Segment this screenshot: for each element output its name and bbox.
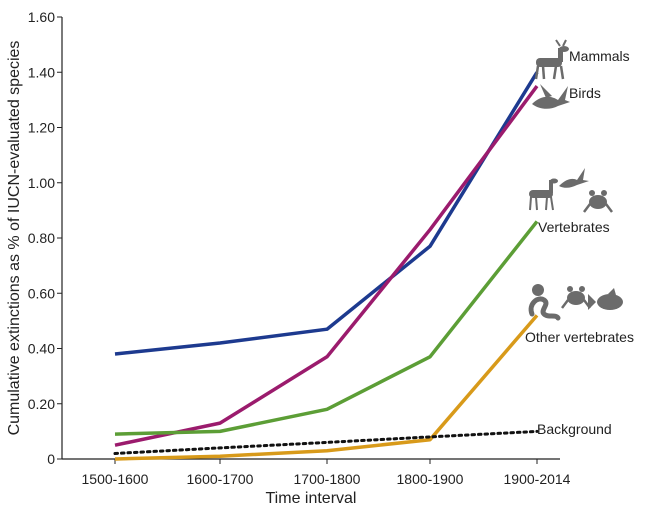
- series-line-birds: [114, 85, 539, 447]
- y-tick-label: 0.80: [28, 230, 55, 246]
- series-label-birds: Birds: [569, 85, 601, 101]
- x-axis-title: Time interval: [266, 490, 357, 507]
- axes: [61, 17, 560, 460]
- series-label-mammals: Mammals: [569, 48, 630, 64]
- series-label-background: Background: [537, 421, 612, 437]
- y-axis-title: Cumulative extinctions as % of IUCN-eval…: [6, 41, 23, 436]
- y-tick-label: 1.20: [28, 120, 55, 136]
- y-tick-label: 0: [47, 451, 55, 467]
- y-tick-label: 1.40: [28, 64, 55, 80]
- x-ticks: 1500-1600 1600-1700 1700-1800 1800-1900 1900…: [82, 459, 571, 487]
- x-tick-label: 1900-2014: [504, 471, 571, 487]
- series-label-vertebrates: Vertebrates: [538, 219, 610, 235]
- x-tick-label: 1700-1800: [294, 471, 361, 487]
- bird-icon: [532, 84, 570, 109]
- x-tick-label: 1500-1600: [82, 471, 149, 487]
- y-tick-label: 0.20: [28, 396, 55, 412]
- x-tick-label: 1600-1700: [187, 471, 254, 487]
- y-tick-label: 0.60: [28, 285, 55, 301]
- series-lines: [113, 71, 539, 461]
- y-tick-label: 1.00: [28, 175, 55, 191]
- x-tick-label: 1800-1900: [397, 471, 464, 487]
- other-vertebrates-icon: [528, 284, 623, 321]
- series-line-background: [113, 429, 539, 455]
- series-label-other-vertebrates: Other vertebrates: [525, 329, 634, 345]
- series-line-mammals: [114, 71, 539, 356]
- y-tick-label: 1.60: [28, 9, 55, 25]
- series-line-vertebrates: [114, 220, 539, 436]
- deer-icon: [534, 39, 569, 80]
- series-line-other-vertebrates: [114, 314, 539, 461]
- y-tick-label: 0.40: [28, 341, 55, 357]
- vertebrates-icon: [529, 168, 613, 213]
- y-ticks: 0 0.20 0.40 0.60 0.80 1.00 1.20 1.40 1.60: [28, 9, 62, 467]
